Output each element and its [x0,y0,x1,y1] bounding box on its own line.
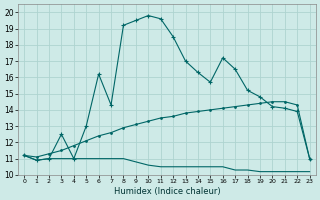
X-axis label: Humidex (Indice chaleur): Humidex (Indice chaleur) [114,187,220,196]
